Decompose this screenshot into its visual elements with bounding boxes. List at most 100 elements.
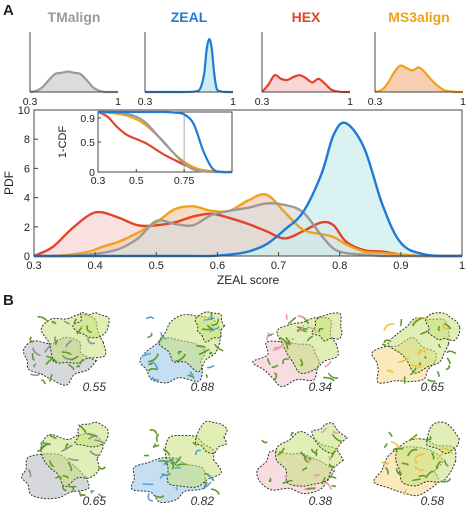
y-tick-label: 10	[18, 105, 30, 117]
ribbon-strand	[214, 343, 224, 352]
ribbon-strand	[73, 318, 78, 324]
ribbon-strand	[97, 493, 104, 499]
ribbon-strand	[87, 434, 98, 440]
ribbon-strand	[328, 463, 335, 468]
x-tick-label: 0.9	[393, 260, 408, 272]
ribbon-strand	[61, 351, 72, 356]
ribbon-strand	[324, 360, 332, 368]
ribbon-strand	[142, 483, 154, 486]
inset-chart: 0.3 0.5 0.75 0 0.5 0.9 1-CDF	[57, 110, 233, 187]
ribbon-strand	[67, 485, 77, 488]
area-zeal	[34, 122, 462, 257]
ribbon-strand	[398, 357, 410, 363]
top-area	[30, 71, 118, 93]
similarity-score: 0.58	[420, 494, 444, 508]
top-chart-title: TMalign	[48, 9, 101, 25]
ribbon-strand	[285, 336, 292, 344]
ribbon-strand	[306, 335, 314, 342]
ribbon-strand	[436, 370, 440, 378]
similarity-score: 0.65	[420, 380, 444, 394]
ribbon-strand	[390, 441, 401, 449]
ribbon-strand	[431, 452, 435, 460]
y-tick-label: 4	[24, 193, 30, 205]
ribbon-strand	[332, 430, 339, 435]
inset-y-tick-label: 0.5	[80, 137, 95, 149]
ribbon-strand	[210, 488, 220, 495]
ribbon-strand	[299, 358, 304, 367]
ribbon-strand	[54, 476, 62, 481]
ribbon-strand	[301, 466, 308, 472]
surface-blob	[194, 420, 228, 454]
ribbon-strand	[32, 347, 41, 357]
ribbon-strand	[414, 452, 425, 459]
ribbon-strand	[265, 332, 270, 341]
similarity-score: 0.65	[82, 494, 106, 508]
ribbon-strand	[151, 376, 159, 381]
y-axis-label: PDF	[2, 171, 16, 195]
ribbon-strand	[435, 460, 442, 470]
ribbon-strand	[147, 362, 153, 366]
ribbon-strand	[67, 363, 75, 371]
ribbon-strand	[268, 333, 274, 337]
ribbon-strand	[261, 439, 268, 444]
ribbon-strand	[446, 350, 457, 355]
ribbon-strand	[427, 378, 436, 383]
ribbon-strand	[162, 448, 171, 456]
ribbon-strand	[403, 376, 406, 384]
ribbon-strand	[203, 481, 212, 490]
ribbon-strand	[409, 367, 417, 376]
ribbon-strand	[314, 473, 321, 478]
ribbon-strand	[279, 336, 291, 346]
surface-blob	[72, 311, 110, 339]
ribbon-strand	[330, 475, 337, 479]
ribbon-strand	[209, 327, 219, 333]
ribbon-strand	[97, 466, 106, 470]
ribbon-strand	[145, 316, 155, 320]
top-area	[375, 65, 463, 93]
ribbon-strand	[407, 448, 418, 457]
y-tick-label: 0	[24, 251, 30, 263]
ribbon-strand	[418, 362, 422, 366]
similarity-score: 0.34	[308, 380, 332, 394]
ribbon-strand	[78, 358, 84, 365]
ribbon-strand	[147, 367, 158, 372]
top-line	[374, 64, 464, 94]
ribbon-strand	[177, 350, 183, 355]
ribbon-strand	[383, 323, 395, 332]
top-x-tick-label: 0.3	[255, 96, 270, 108]
ribbon-strand	[49, 434, 57, 440]
ribbon-strand	[196, 345, 207, 349]
ribbon-strand	[266, 358, 272, 366]
ribbon-strand	[48, 373, 53, 382]
ribbon-strand	[306, 455, 311, 464]
inset-x-tick-label: 0.3	[91, 175, 106, 187]
ribbon-strand	[446, 357, 451, 365]
ribbon-strand	[436, 453, 443, 460]
ribbon-strand	[203, 317, 215, 321]
ribbon-strand	[412, 436, 420, 440]
ribbon-strand	[194, 449, 202, 456]
ribbon-strand	[148, 353, 160, 363]
top-chart-zeal: ZEAL 0.3 1	[138, 9, 236, 108]
structure-thumbnail	[22, 311, 110, 386]
ribbon-strand	[331, 433, 342, 442]
ribbon-strand	[147, 332, 153, 339]
ribbon-strand	[399, 318, 403, 327]
ribbon-strand	[290, 432, 295, 437]
ribbon-strand	[443, 459, 449, 467]
ribbon-strand	[87, 337, 96, 345]
ribbon-strand	[147, 493, 154, 503]
ribbon-strand	[30, 372, 41, 377]
line-hex	[33, 210, 463, 258]
ribbon-strand	[324, 482, 333, 490]
ribbon-strand	[412, 317, 423, 327]
top-x-tick-label: 0.3	[23, 96, 38, 108]
ribbon-strand	[149, 429, 158, 435]
ribbon-strand	[298, 325, 305, 332]
inset-y-label: 1-CDF	[57, 126, 69, 159]
ribbon-strand	[418, 474, 426, 478]
line-tmalign	[33, 202, 462, 258]
ribbon-strand	[158, 459, 168, 466]
ribbon-strand	[296, 328, 308, 333]
